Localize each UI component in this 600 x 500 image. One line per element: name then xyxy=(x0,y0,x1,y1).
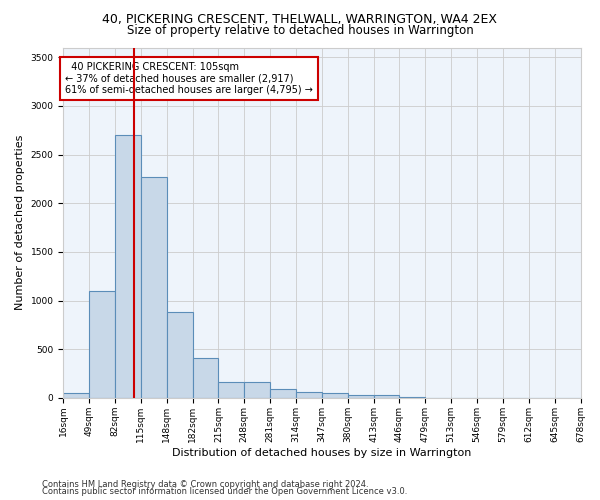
Bar xyxy=(348,394,374,398)
Bar xyxy=(270,389,296,398)
Text: Contains HM Land Registry data © Crown copyright and database right 2024.: Contains HM Land Registry data © Crown c… xyxy=(42,480,368,489)
Bar xyxy=(374,396,400,398)
Text: 40, PICKERING CRESCENT, THELWALL, WARRINGTON, WA4 2EX: 40, PICKERING CRESCENT, THELWALL, WARRIN… xyxy=(103,12,497,26)
Bar xyxy=(322,392,348,398)
Bar xyxy=(167,312,193,398)
Bar xyxy=(141,177,167,398)
Bar xyxy=(89,291,115,398)
Bar xyxy=(115,135,141,398)
Bar xyxy=(296,392,322,398)
Text: Size of property relative to detached houses in Warrington: Size of property relative to detached ho… xyxy=(127,24,473,37)
Text: 40 PICKERING CRESCENT: 105sqm
← 37% of detached houses are smaller (2,917)
61% o: 40 PICKERING CRESCENT: 105sqm ← 37% of d… xyxy=(65,62,313,95)
Bar xyxy=(193,358,218,398)
X-axis label: Distribution of detached houses by size in Warrington: Distribution of detached houses by size … xyxy=(172,448,472,458)
Y-axis label: Number of detached properties: Number of detached properties xyxy=(15,135,25,310)
Text: Contains public sector information licensed under the Open Government Licence v3: Contains public sector information licen… xyxy=(42,487,407,496)
Bar xyxy=(63,393,89,398)
Bar xyxy=(218,382,244,398)
Bar xyxy=(244,382,270,398)
